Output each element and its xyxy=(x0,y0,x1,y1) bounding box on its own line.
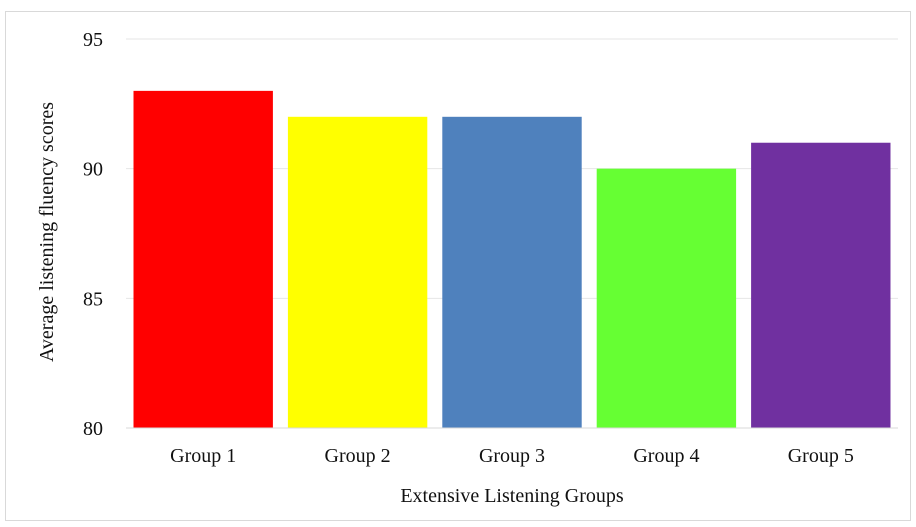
y-tick-labels: 80 85 90 95 xyxy=(83,29,103,440)
bar-group-4 xyxy=(596,168,737,428)
bar-group-5 xyxy=(751,142,891,428)
x-axis-title: Extensive Listening Groups xyxy=(400,485,624,507)
x-tick-label: Group 2 xyxy=(325,445,391,467)
x-tick-label: Group 5 xyxy=(788,445,854,467)
bar-group-2 xyxy=(287,116,428,429)
x-tick-label: Group 4 xyxy=(633,445,699,467)
y-tick-label: 85 xyxy=(83,288,103,310)
bar-group-3 xyxy=(442,116,582,429)
x-tick-label: Group 1 xyxy=(170,445,236,467)
y-tick-label: 90 xyxy=(83,159,103,181)
y-tick-label: 95 xyxy=(83,29,103,51)
x-tick-label: Group 3 xyxy=(479,445,545,467)
x-tick-labels: Group 1 Group 2 Group 3 Group 4 Group 5 xyxy=(170,445,854,467)
y-axis-title: Average listening fluency scores xyxy=(36,102,58,362)
y-tick-label: 80 xyxy=(83,418,103,440)
bar-group-1 xyxy=(133,90,273,428)
bars xyxy=(133,90,891,429)
